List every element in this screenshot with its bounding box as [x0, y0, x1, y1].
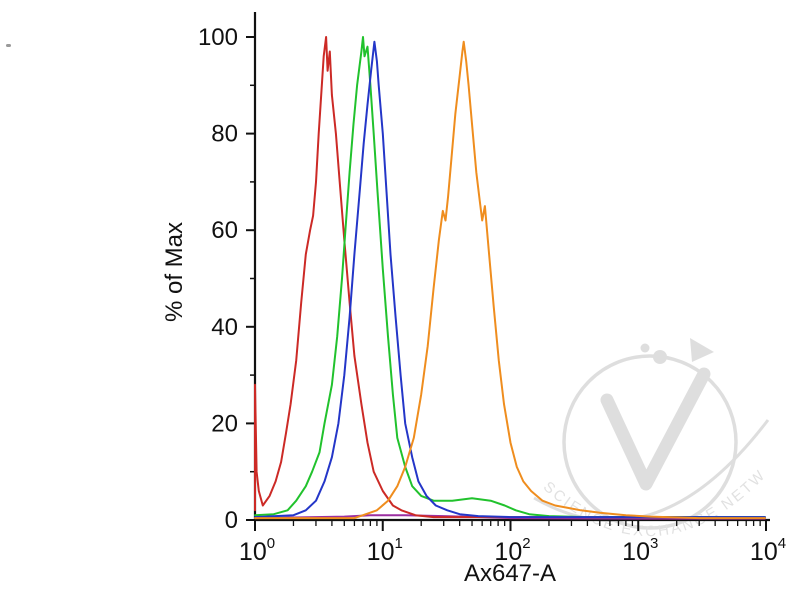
blue-curve	[254, 40, 766, 519]
y-tick-label: 0	[225, 507, 238, 534]
x-axis-label: Ax647-A	[464, 560, 556, 587]
red-curve	[254, 36, 766, 519]
stray-mark	[6, 44, 11, 47]
y-tick-label: 100	[198, 24, 238, 51]
watermark-triangle-icon	[690, 338, 714, 362]
watermark-check-icon	[600, 367, 711, 491]
curves	[254, 36, 766, 520]
y-tick-label: 80	[211, 121, 238, 148]
y-tick-label: 60	[211, 217, 238, 244]
y-axis-label: % of Max	[161, 222, 188, 322]
y-tick-label: 20	[211, 410, 238, 437]
watermark: SCIENCE EXCHANGE NETWORK	[0, 0, 770, 540]
watermark-dot-small-icon	[640, 343, 650, 353]
green-curve	[254, 36, 766, 519]
tick-marks: 0 20 40 60 80 100 100 101 102 103 104	[198, 24, 786, 566]
watermark-dot-large-icon	[653, 350, 667, 364]
x-tick-label: 104	[750, 535, 786, 566]
x-tick-label: 100	[239, 535, 275, 566]
x-tick-label: 103	[622, 535, 658, 566]
orange-curve	[254, 40, 766, 520]
y-tick-label: 40	[211, 314, 238, 341]
watermark-circle-icon	[562, 354, 738, 530]
x-tick-label: 102	[494, 535, 530, 566]
x-tick-label: 101	[367, 535, 403, 566]
watermark-swoosh-icon	[533, 419, 770, 522]
